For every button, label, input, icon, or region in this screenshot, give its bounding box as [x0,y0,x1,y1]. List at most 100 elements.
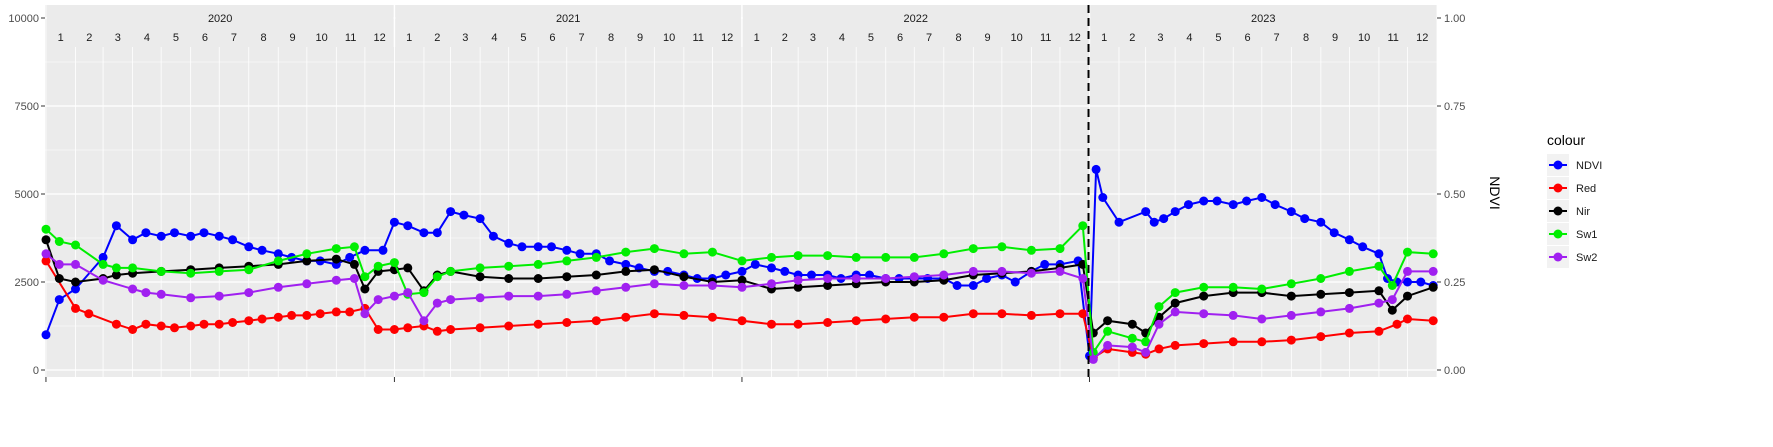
point-sw2 [1286,310,1296,320]
month-label: 1 [1101,32,1107,44]
point-red [881,314,891,324]
month-label: 1 [754,32,760,44]
legend-key-point [1553,252,1563,262]
year-strip-bg [742,5,1089,47]
axis-layer: 0 2500 5000 7500 10000 0.00 0.25 0.50 0.75 1.00 [8,13,1465,382]
point-red [621,312,631,322]
point-sw2 [1428,266,1438,276]
point-sw2 [1403,266,1412,276]
point-sw1 [1170,288,1180,298]
right-tick-label: 1.00 [1444,13,1465,25]
point-red [84,309,94,319]
point-ndvi [419,228,429,238]
point-sw1 [54,237,64,246]
point-red [373,325,383,334]
year-strip-bg [1090,5,1436,47]
point-sw2 [621,282,631,292]
point-ndvi [1212,196,1222,206]
point-sw2 [98,275,108,285]
point-sw1 [562,256,572,266]
point-sw2 [1088,354,1098,364]
point-red [403,323,413,333]
point-ndvi [141,228,151,238]
point-red [389,325,399,334]
point-sw2 [141,288,151,298]
point-ndvi [432,228,442,238]
year-label: 2020 [208,13,232,25]
point-red [533,319,543,329]
point-sw2 [446,295,456,305]
point-ndvi [621,259,631,269]
month-label: 7 [1274,32,1280,44]
point-nir [591,270,601,280]
month-label: 2 [1129,32,1135,44]
point-sw1 [156,266,166,276]
right-tick-label: 0.25 [1444,277,1465,289]
point-sw1 [1387,281,1397,290]
month-label: 9 [985,32,991,44]
point-nir [54,274,64,283]
point-ndvi [1170,207,1180,217]
point-sw1 [1316,274,1326,283]
point-sw2 [54,259,64,269]
month-label: 4 [491,32,497,44]
point-red [793,319,803,329]
point-sw1 [111,263,121,273]
point-nir [1374,286,1384,296]
point-sw1 [504,261,514,271]
series-layer [41,164,1438,364]
point-sw2 [1026,268,1036,278]
point-sw1 [1078,221,1088,231]
point-sw1 [707,247,717,257]
point-ndvi [1098,193,1108,202]
point-sw1 [41,224,51,234]
right-tick-label: 0.75 [1444,101,1465,113]
legend-title: colour [1547,132,1585,148]
point-sw1 [1344,266,1354,276]
month-label: 3 [462,32,468,44]
point-sw1 [302,249,312,259]
point-sw2 [1257,314,1267,324]
point-sw2 [649,279,659,289]
point-nir [649,265,659,275]
point-ndvi [257,245,267,255]
point-red [767,319,776,329]
point-red [475,323,485,333]
legend-label: Red [1576,183,1596,195]
point-red [591,316,601,326]
point-ndvi [475,214,485,224]
point-nir [823,281,833,290]
right-axis-title: NDVI [1487,176,1503,209]
point-ndvi [199,228,209,238]
point-ndvi [1184,200,1193,210]
year-strip-bg [395,5,741,47]
point-red [170,323,179,333]
point-sw1 [1228,282,1238,292]
point-sw2 [389,291,399,301]
point-red [1154,344,1164,354]
point-sw1 [446,266,456,276]
point-ndvi [378,245,388,255]
point-sw2 [273,282,283,292]
month-label: 6 [202,32,208,44]
month-label: 12 [1416,32,1428,44]
point-red [156,321,166,331]
month-label: 1 [406,32,412,44]
point-ndvi [952,281,962,290]
point-red [823,318,833,327]
year-label: 2023 [1251,13,1275,25]
legend-key-point [1553,229,1563,239]
point-ndvi [446,207,456,217]
point-red [1286,335,1296,345]
point-ndvi [1344,235,1354,245]
point-ndvi [1199,196,1209,206]
point-ndvi [1300,214,1310,224]
month-label: 9 [289,32,295,44]
point-sw2 [737,282,747,292]
point-nir [1286,291,1296,301]
point-nir [111,270,121,280]
month-label: 7 [926,32,932,44]
point-sw2 [939,270,949,280]
point-sw2 [1374,298,1384,308]
